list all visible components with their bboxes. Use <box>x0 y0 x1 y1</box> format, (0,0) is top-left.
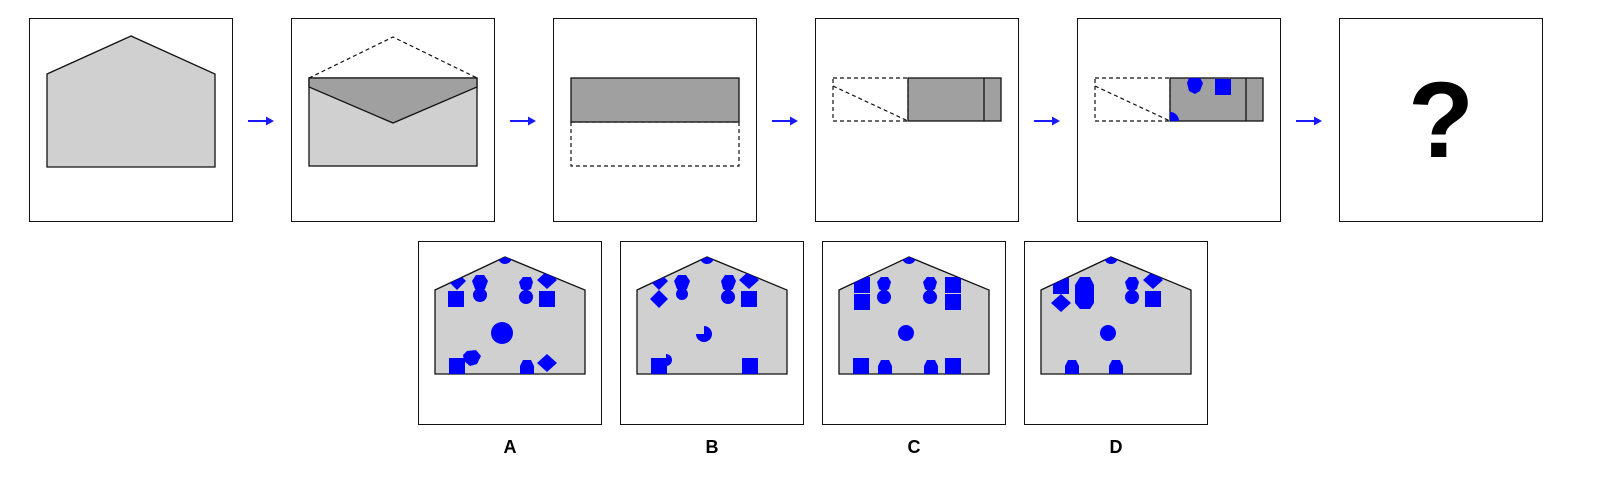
pentagon-sheet <box>46 35 216 168</box>
punch-diamond <box>650 290 668 308</box>
punch-square <box>854 294 870 310</box>
punch-hexagon <box>878 360 892 374</box>
punch-circle-top <box>1104 257 1118 264</box>
punch-circle-top <box>902 257 916 264</box>
step-6-question-panel: ? <box>1339 18 1543 222</box>
punch-circle <box>1125 290 1139 304</box>
punch-hexagon <box>674 275 690 292</box>
punch-square <box>1215 79 1231 95</box>
punch-hexagon <box>924 360 938 374</box>
arrow-right-icon <box>1034 116 1060 126</box>
punch-square <box>449 358 465 374</box>
punch-circle-partial <box>696 326 712 342</box>
option-c-panel[interactable] <box>822 241 1006 425</box>
step-4-panel <box>815 18 1019 222</box>
folded-block <box>1169 77 1264 122</box>
dashed-bottom-outline <box>570 121 740 167</box>
arrow-right-icon <box>1296 116 1322 126</box>
punch-circle-center <box>898 325 914 341</box>
punch-square <box>651 358 667 374</box>
dashed-left-outline <box>1094 77 1171 122</box>
unfolded-sheet-figure <box>46 35 216 168</box>
punch-hexagon <box>1187 78 1203 94</box>
punched-figure <box>1094 77 1264 122</box>
punch-circle-center <box>1100 325 1116 341</box>
punch-circle <box>721 290 735 304</box>
punch-square <box>945 358 961 374</box>
step-1-panel <box>29 18 233 222</box>
punch-square <box>945 277 961 293</box>
option-a-panel[interactable] <box>418 241 602 425</box>
punch-hexagon <box>1125 277 1139 292</box>
punch-hexagon <box>463 350 481 366</box>
punch-square <box>741 291 757 307</box>
punch-circle-top <box>700 257 714 264</box>
option-c-figure <box>838 256 990 375</box>
question-mark: ? <box>1408 59 1474 180</box>
option-c-label: C <box>907 437 921 457</box>
step-3-panel <box>553 18 757 222</box>
punch-hexagon <box>1075 277 1094 309</box>
punch-circle-top <box>498 257 512 264</box>
punch-circle <box>676 288 688 300</box>
punch-diamond <box>1051 294 1071 312</box>
arrow-right-icon <box>772 116 798 126</box>
pentagon-sheet <box>1040 256 1192 375</box>
step-5-panel <box>1077 18 1281 222</box>
punch-circle-partial <box>666 354 672 366</box>
bottom-folded-figure <box>570 77 740 167</box>
punch-square <box>448 291 464 307</box>
option-a-label: A <box>503 437 517 457</box>
dashed-original-outline <box>308 36 478 79</box>
option-b-figure <box>636 256 788 375</box>
folded-flap <box>308 77 478 124</box>
option-d-label: D <box>1109 437 1123 457</box>
dashed-left-outline <box>832 77 909 122</box>
option-d-figure <box>1040 256 1192 375</box>
punch-circle <box>877 290 891 304</box>
option-a-figure <box>434 256 586 375</box>
step-2-panel <box>291 18 495 222</box>
punch-square <box>945 294 961 310</box>
punch-square <box>853 358 869 374</box>
punch-square <box>539 291 555 307</box>
punch-circle-center <box>491 322 513 344</box>
punch-hexagon <box>472 275 488 292</box>
punch-square <box>742 358 758 374</box>
folded-strip <box>570 77 740 123</box>
punch-hexagon <box>519 277 533 291</box>
punch-diamond <box>537 354 557 372</box>
arrow-right-icon <box>248 116 274 126</box>
punch-hexagon <box>1109 360 1123 374</box>
flap-folded-figure <box>308 36 478 167</box>
option-b-panel[interactable] <box>620 241 804 425</box>
pentagon-sheet <box>434 256 586 375</box>
option-b-label: B <box>705 437 719 457</box>
punch-circle <box>923 290 937 304</box>
side-folded-figure <box>832 77 1002 122</box>
punch-hexagon <box>1065 360 1079 374</box>
punch-circle-quarter <box>1170 112 1179 121</box>
punch-circle <box>519 290 533 304</box>
punch-hexagon <box>520 360 534 374</box>
punch-circle <box>473 288 487 302</box>
punch-square <box>854 277 870 293</box>
arrow-right-icon <box>510 116 536 126</box>
dashed-diagonal <box>1094 85 1171 122</box>
punch-hexagon <box>721 275 736 292</box>
pentagon-sheet <box>838 256 990 375</box>
punch-hexagon <box>877 277 891 292</box>
folded-block <box>907 77 1002 122</box>
punch-hexagon <box>923 277 937 292</box>
punch-square <box>1145 291 1161 307</box>
option-d-panel[interactable] <box>1024 241 1208 425</box>
dashed-diagonal <box>832 85 909 122</box>
pentagon-sheet <box>636 256 788 375</box>
